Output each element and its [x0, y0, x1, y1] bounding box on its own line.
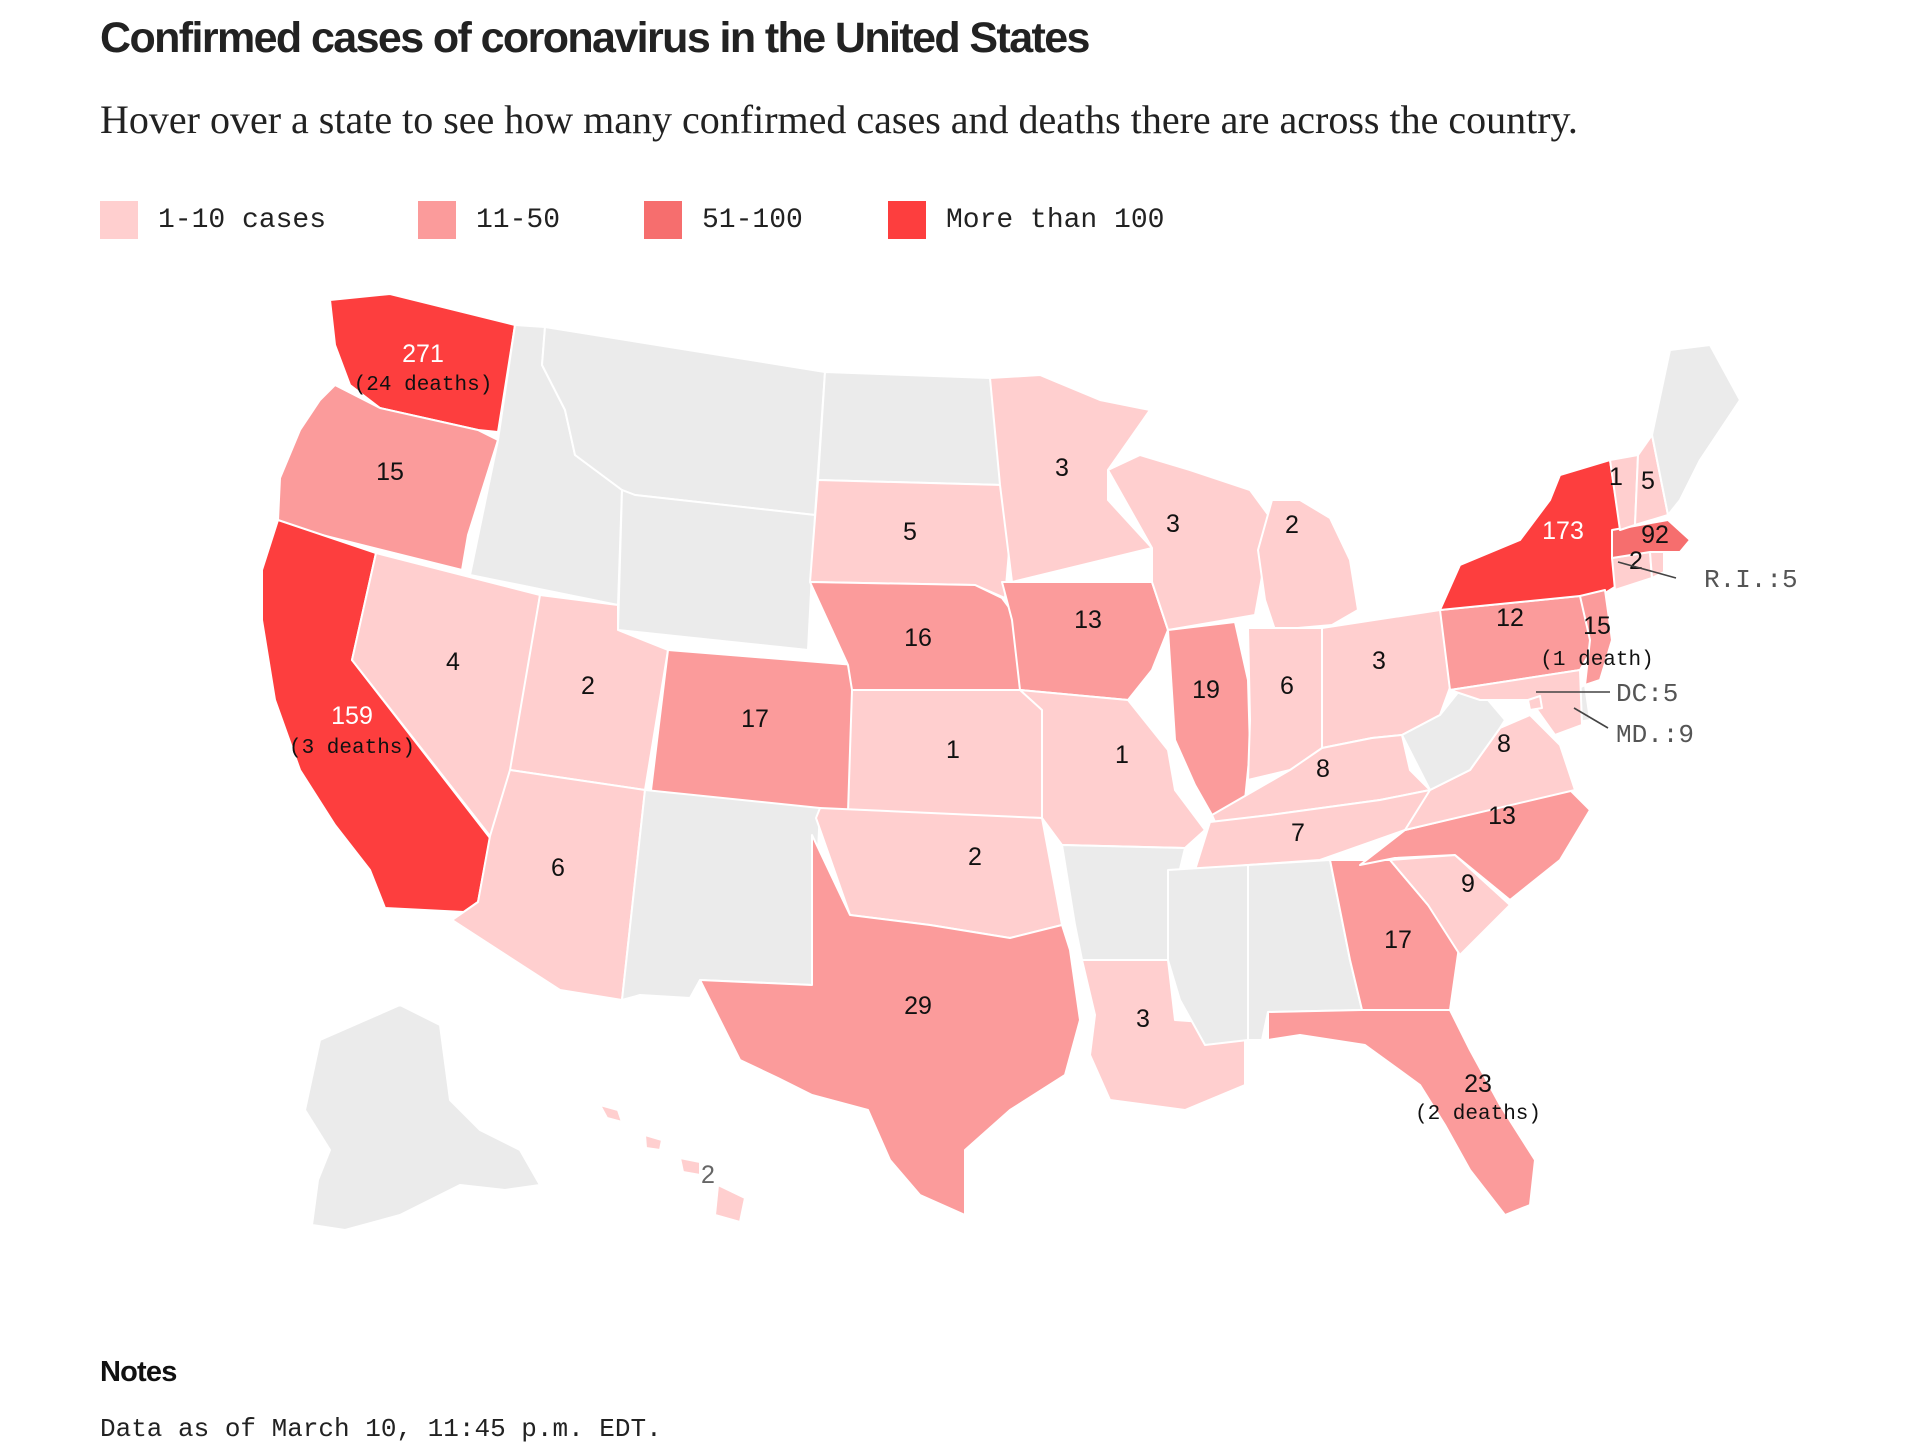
state-value-fl: 23 — [1464, 1070, 1492, 1098]
state-value-nc: 13 — [1488, 802, 1516, 830]
state-ar[interactable] — [1061, 844, 1186, 961]
state-value-hi: 2 — [701, 1161, 715, 1189]
state-deaths-ca: (3 deaths) — [289, 737, 415, 760]
state-tx[interactable] — [699, 834, 1081, 1216]
state-value-sd: 5 — [903, 518, 917, 546]
state-value-sc: 9 — [1461, 870, 1475, 898]
state-nm[interactable] — [621, 789, 821, 1001]
state-value-va: 8 — [1497, 730, 1511, 758]
state-value-ne: 16 — [904, 624, 932, 652]
state-value-ct: 2 — [1629, 547, 1643, 575]
states-layer — [261, 293, 1741, 1231]
md-callout: MD.:9 — [1616, 720, 1694, 750]
legend-swatch — [418, 201, 456, 239]
dc-callout: DC:5 — [1616, 679, 1678, 709]
state-value-la: 3 — [1136, 1005, 1150, 1033]
state-value-ut: 2 — [581, 672, 595, 700]
ri-leader-line — [1617, 561, 1677, 579]
callouts-layer: R.I.:5 DC:5 MD.:9 — [1536, 561, 1798, 750]
state-value-ca: 159 — [331, 702, 373, 730]
legend-swatch — [100, 201, 138, 239]
state-value-oh: 3 — [1372, 647, 1386, 675]
state-value-az: 6 — [551, 854, 565, 882]
state-value-tn: 7 — [1291, 819, 1305, 847]
notes-text: Data as of March 10, 11:45 p.m. EDT. — [100, 1414, 662, 1444]
state-il[interactable] — [1167, 621, 1251, 816]
state-value-mo: 1 — [1115, 741, 1129, 769]
state-ks[interactable] — [847, 689, 1043, 819]
state-hi[interactable] — [599, 1104, 746, 1223]
state-value-or: 15 — [376, 458, 404, 486]
state-value-ny: 173 — [1542, 517, 1584, 545]
state-ms[interactable] — [1167, 864, 1249, 1046]
state-deaths-fl: (2 deaths) — [1415, 1103, 1541, 1126]
state-value-tx: 29 — [904, 992, 932, 1020]
md-leader-line — [1573, 707, 1609, 729]
state-value-ky: 8 — [1316, 755, 1330, 783]
state-ma[interactable] — [1611, 519, 1691, 559]
state-mi[interactable] — [1257, 499, 1359, 631]
state-nj[interactable] — [1579, 589, 1613, 686]
state-ia[interactable] — [1001, 581, 1169, 701]
state-deaths-nj: (1 death) — [1540, 649, 1653, 672]
state-me[interactable] — [1651, 344, 1741, 516]
state-value-co: 17 — [741, 705, 769, 733]
state-deaths-wa: (24 deaths) — [354, 374, 493, 397]
legend-swatch — [888, 201, 926, 239]
state-value-nv: 4 — [446, 648, 460, 676]
legend-item-51-100: 51-100 — [644, 200, 803, 240]
state-value-wi: 3 — [1166, 510, 1180, 538]
legend-item-11-50: 11-50 — [418, 200, 560, 240]
state-value-ga: 17 — [1384, 926, 1412, 954]
state-mo[interactable] — [1019, 689, 1206, 849]
page-subtitle: Hover over a state to see how many confi… — [100, 97, 1578, 142]
state-value-il: 19 — [1192, 676, 1220, 704]
state-value-ok: 2 — [968, 843, 982, 871]
state-value-vt: 1 — [1609, 463, 1623, 491]
state-value-nj: 15 — [1583, 612, 1611, 640]
state-mn[interactable] — [989, 374, 1153, 583]
state-md[interactable] — [1449, 669, 1583, 736]
page-title: Confirmed cases of coronavirus in the Un… — [100, 14, 1090, 62]
state-value-in: 6 — [1280, 672, 1294, 700]
state-or[interactable] — [277, 384, 499, 571]
state-la[interactable] — [1081, 959, 1246, 1111]
state-nc[interactable] — [1359, 789, 1591, 901]
state-ak[interactable] — [304, 1004, 541, 1231]
state-value-ks: 1 — [946, 736, 960, 764]
state-value-mn: 3 — [1055, 454, 1069, 482]
legend-label: 51-100 — [702, 204, 803, 236]
state-value-ia: 13 — [1074, 606, 1102, 634]
state-value-nh: 5 — [1641, 467, 1655, 495]
ri-callout: R.I.:5 — [1704, 565, 1798, 595]
legend-item-1-10: 1-10 cases — [100, 200, 326, 240]
state-dc[interactable] — [1527, 695, 1543, 711]
state-nd[interactable] — [817, 371, 1003, 486]
legend-label: 11-50 — [476, 204, 561, 236]
legend-swatch — [644, 201, 682, 239]
state-value-ma: 92 — [1641, 521, 1669, 549]
state-wv[interactable] — [1401, 689, 1506, 791]
legend-label: More than 100 — [946, 204, 1165, 236]
state-wy[interactable] — [617, 489, 816, 651]
state-value-mi: 2 — [1285, 511, 1299, 539]
state-value-pa: 12 — [1496, 604, 1524, 632]
legend-label: 1-10 cases — [158, 204, 327, 236]
notes-title: Notes — [100, 1356, 177, 1388]
legend-item-more-than-100: More than 100 — [888, 200, 1164, 240]
state-fl[interactable] — [1267, 1009, 1536, 1216]
state-value-wa: 271 — [402, 340, 444, 368]
